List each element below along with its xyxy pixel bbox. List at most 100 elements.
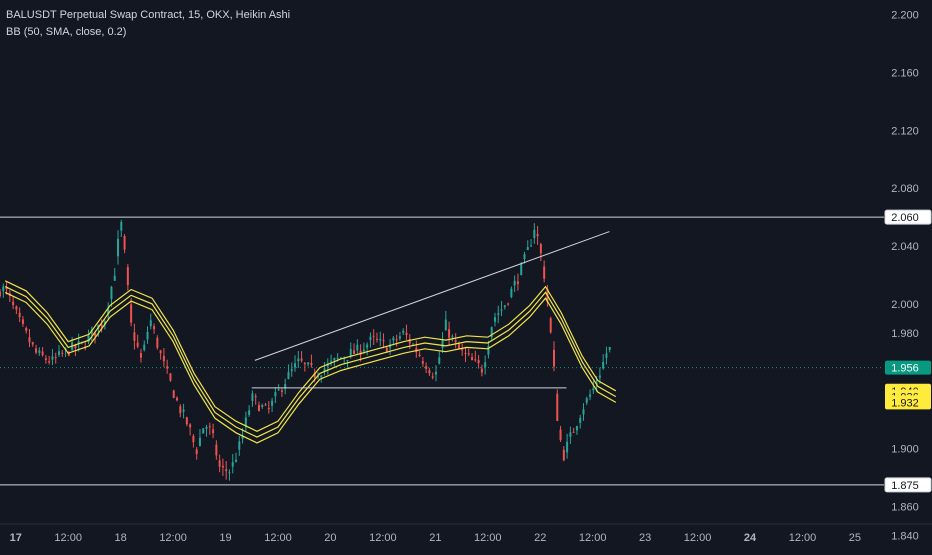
candle-body [244, 417, 247, 428]
candle-body [510, 288, 513, 298]
candle-body [123, 236, 126, 250]
candle-body [333, 358, 336, 361]
candle-body [500, 309, 503, 311]
candle-body [582, 409, 585, 415]
bb-lower-band [4, 291, 617, 444]
candle-body [176, 397, 179, 401]
candle-body [25, 327, 28, 331]
candle-body [133, 332, 136, 341]
candle-body [94, 332, 97, 336]
candle-body [274, 392, 277, 397]
candle-body [2, 286, 5, 292]
candle-body [77, 341, 80, 344]
candle-body [395, 339, 398, 341]
candle-body [372, 335, 375, 337]
candle-body [523, 254, 526, 260]
candle-body [556, 393, 559, 421]
candle-body [277, 389, 280, 391]
level-price-badge-box [884, 477, 932, 493]
candle-body [507, 303, 510, 305]
candle-body [0, 291, 1, 296]
current-price-badge: 1.956 [891, 363, 919, 375]
candle-body [428, 370, 431, 374]
candle-body [349, 349, 352, 356]
candle-body [454, 340, 457, 343]
candle-body [336, 357, 339, 359]
time-axis-label: 12:00 [684, 532, 712, 544]
candle-body [438, 357, 441, 364]
candle-body [241, 435, 244, 439]
candle-body [261, 405, 264, 408]
candle-body [18, 312, 21, 318]
candle-body [490, 327, 493, 338]
candle-body [543, 266, 546, 279]
candle-body [608, 346, 611, 350]
candle-body [300, 358, 303, 361]
candle-body [562, 449, 565, 461]
candle-body [480, 368, 483, 373]
indicator-legend[interactable]: BB (50, SMA, close, 0.2) [6, 26, 127, 38]
candle-body [87, 335, 90, 343]
level-price-badge: 1.875 [891, 480, 919, 492]
candle-body [38, 350, 41, 353]
price-axis-label: 1.860 [891, 502, 919, 514]
candle-body [402, 330, 405, 333]
candle-body [202, 428, 205, 434]
candle-body [153, 326, 156, 330]
candle-body [107, 308, 110, 315]
candle-body [294, 363, 297, 368]
candle-body [605, 353, 608, 358]
time-axis-label: 24 [744, 532, 757, 544]
candle-body [389, 344, 392, 348]
candle-body [425, 365, 428, 369]
candle-body [533, 229, 536, 239]
candle-body [100, 324, 103, 327]
candle-body [103, 321, 106, 325]
candle-body [382, 340, 385, 342]
time-axis-label: 25 [849, 532, 861, 544]
trend-line[interactable] [254, 231, 610, 361]
candle-body [316, 376, 319, 378]
candle-body [221, 465, 224, 468]
candle-body [218, 460, 221, 467]
candle-body [169, 373, 172, 381]
candle-body [208, 426, 211, 428]
price-axis-label: 2.160 [891, 67, 919, 79]
candle-body [589, 394, 592, 397]
candle-body [225, 469, 228, 472]
candle-body [303, 363, 306, 365]
candle-body [139, 353, 142, 358]
candle-body [598, 375, 601, 378]
candle-body [182, 409, 185, 412]
candle-body [35, 348, 38, 353]
candle-body [113, 275, 116, 281]
candle-body [513, 280, 516, 286]
candle-body [467, 353, 470, 355]
candle-body [552, 349, 555, 367]
candle-body [287, 372, 290, 379]
candle-body [431, 376, 434, 378]
candle-body [339, 357, 342, 359]
symbol-legend[interactable]: BALUSDT Perpetual Swap Contract, 15, OKX… [6, 9, 291, 21]
candle-body [461, 349, 464, 351]
candle-body [228, 472, 231, 474]
candle-body [549, 318, 552, 333]
candle-body [474, 359, 477, 361]
candle-body [41, 351, 44, 356]
candle-body [21, 319, 24, 324]
candle-body [280, 390, 283, 392]
candle-body [362, 349, 365, 352]
candle-body [235, 459, 238, 462]
candle-body [579, 417, 582, 423]
candle-body [448, 329, 451, 338]
candle-body [136, 342, 139, 347]
candle-body [398, 336, 401, 339]
candle-body [441, 339, 444, 348]
time-axis-label: 23 [639, 532, 651, 544]
candle-body [405, 332, 408, 336]
price-axis-label: 2.080 [891, 183, 919, 195]
time-axis-label: 12:00 [579, 532, 607, 544]
candle-body [192, 435, 195, 443]
